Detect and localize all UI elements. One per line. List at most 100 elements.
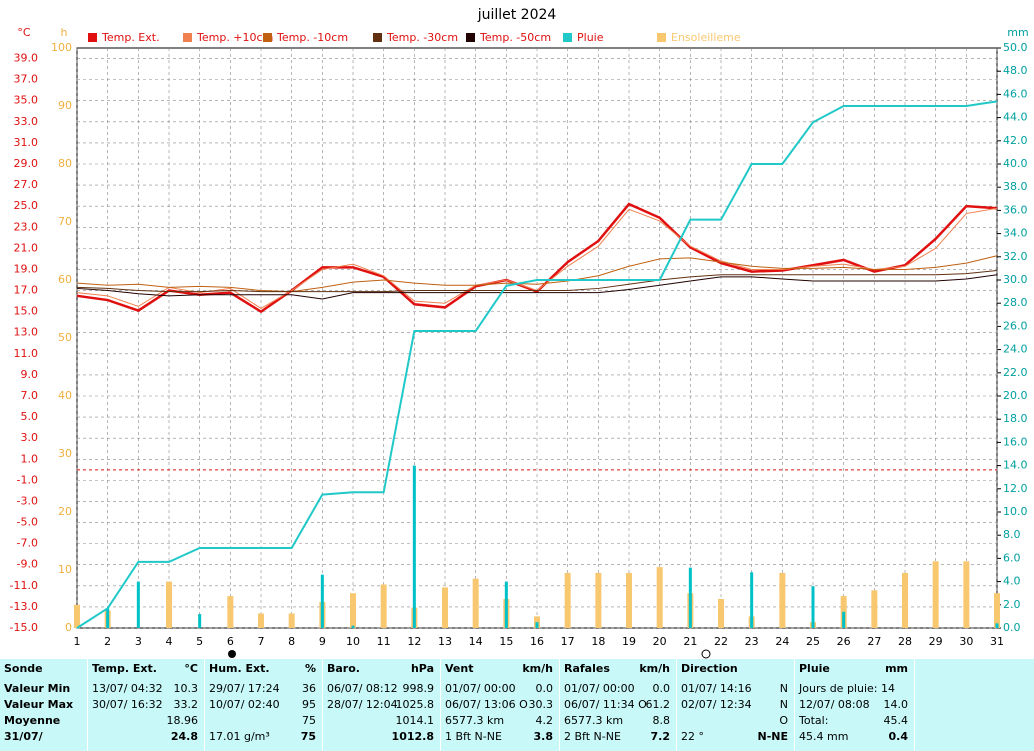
x-tick-label: 17 xyxy=(561,635,575,648)
sunshine-bar xyxy=(963,561,970,628)
table-cell: Valeur Min xyxy=(4,681,81,697)
cell-value: 1025.8 xyxy=(395,698,435,711)
table-header: Direction xyxy=(681,661,788,677)
y2-tick-label: 20.0 xyxy=(1003,389,1028,402)
rain-bar xyxy=(351,625,355,628)
cell-text: 10/07/ 02:40 xyxy=(209,698,280,711)
table-header: Rafales km/h xyxy=(564,661,670,677)
x-tick-label: 30 xyxy=(959,635,973,648)
sunshine-bar xyxy=(472,578,479,628)
y-tick-label: -15.0 xyxy=(10,621,38,634)
yh-unit: h xyxy=(61,26,68,39)
table-cell: 13/07/ 04:32 10.3 xyxy=(92,681,198,697)
x-tick-label: 15 xyxy=(499,635,513,648)
y-tick-label: 11.0 xyxy=(14,347,39,360)
y-tick-label: 39.0 xyxy=(14,52,39,65)
sunshine-bar xyxy=(902,572,908,628)
table-cell: O xyxy=(681,713,788,729)
y2-tick-label: 44.0 xyxy=(1003,111,1028,124)
sunshine-bar xyxy=(350,593,356,628)
cell-text: Jours de pluie: 14 xyxy=(799,682,895,695)
x-tick-label: 26 xyxy=(837,635,851,648)
cell-text: 29/07/ 17:24 xyxy=(209,682,280,695)
sunshine-bar xyxy=(994,593,1000,628)
table-column: Vent km/h 01/07/ 00:00 0.0 06/07/ 13:06 O 30.… xyxy=(441,659,560,751)
yh-tick-label: 40 xyxy=(58,389,72,402)
cell-value: 1014.1 xyxy=(395,714,435,727)
cell-text: 2 Bft N-NE xyxy=(564,730,621,743)
cell-value: 33.2 xyxy=(173,698,199,711)
y2-tick-label: 42.0 xyxy=(1003,134,1028,147)
legend-label: Ensoleilleme xyxy=(671,31,741,44)
summary-table: Sonde Valeur Min Valeur Max Moyenne 31/07/Te… xyxy=(0,659,1034,751)
rain-bar xyxy=(995,623,999,628)
cell-text: 06/07/ 11:34 O xyxy=(564,698,647,711)
yh-tick-label: 70 xyxy=(58,215,72,228)
x-tick-label: 21 xyxy=(683,635,697,648)
x-tick-label: 13 xyxy=(438,635,452,648)
cell-text: Total: xyxy=(799,714,829,727)
column-title: Baro. xyxy=(327,662,360,675)
sunshine-bar xyxy=(779,572,786,628)
y-tick-label: 15.0 xyxy=(14,305,39,318)
x-tick-label: 4 xyxy=(166,635,173,648)
y2-tick-label: 4.0 xyxy=(1003,575,1021,588)
yh-tick-label: 0 xyxy=(65,621,72,634)
row-label: Moyenne xyxy=(4,714,61,727)
table-cell: 22 ° N-NE xyxy=(681,729,788,745)
y2-tick-label: 34.0 xyxy=(1003,227,1028,240)
table-header: Baro. hPa xyxy=(327,661,434,677)
y2-tick-label: 30.0 xyxy=(1003,273,1028,286)
y2-tick-label: 38.0 xyxy=(1003,180,1028,193)
y-tick-label: -7.0 xyxy=(17,537,38,550)
y2-tick-label: 24.0 xyxy=(1003,343,1028,356)
table-cell: 6577.3 km 8.8 xyxy=(564,713,670,729)
y-tick-label: 37.0 xyxy=(14,73,39,86)
legend-swatch xyxy=(263,33,272,42)
y-tick-label: -11.0 xyxy=(10,579,38,592)
table-cell: 24.8 xyxy=(92,729,198,745)
x-tick-label: 12 xyxy=(407,635,421,648)
y-tick-label: 31.0 xyxy=(14,136,39,149)
new-moon-icon xyxy=(701,649,711,659)
table-header: Vent km/h xyxy=(445,661,553,677)
cell-value: 45.4 xyxy=(883,714,909,727)
x-tick-label: 8 xyxy=(288,635,295,648)
sunshine-bar xyxy=(656,567,663,628)
x-tick-label: 11 xyxy=(377,635,391,648)
x-tick-label: 25 xyxy=(806,635,820,648)
y2-tick-label: 46.0 xyxy=(1003,87,1028,100)
rain-bar xyxy=(198,614,202,628)
x-tick-label: 3 xyxy=(135,635,142,648)
table-cell: 18.96 xyxy=(92,713,199,729)
sunshine-bar xyxy=(626,572,632,628)
y-tick-label: 7.0 xyxy=(21,389,39,402)
x-tick-label: 27 xyxy=(867,635,881,648)
table-cell: 1012.8 xyxy=(327,729,434,745)
table-header: Hum. Ext.% xyxy=(209,661,316,677)
cell-value: 4.2 xyxy=(535,714,554,727)
x-tick-label: 10 xyxy=(346,635,360,648)
y2-tick-label: 12.0 xyxy=(1003,482,1028,495)
x-tick-label: 28 xyxy=(898,635,912,648)
chart-title: juillet 2024 xyxy=(477,7,557,23)
column-title: Sonde xyxy=(4,662,43,675)
cell-value: 8.8 xyxy=(652,714,671,727)
sunshine-bar xyxy=(166,581,172,628)
column-title: Pluie xyxy=(799,662,830,675)
table-header: Sonde xyxy=(4,661,81,677)
cell-value: 0.0 xyxy=(535,682,554,695)
table-cell: 6577.3 km 4.2 xyxy=(445,713,553,729)
cell-value: 998.9 xyxy=(402,682,435,695)
cell-value: 0.0 xyxy=(652,682,671,695)
sunshine-bar xyxy=(595,572,602,628)
yh-tick-label: 60 xyxy=(58,273,72,286)
y-tick-label: 27.0 xyxy=(14,178,39,191)
table-column: Pluie mm Jours de pluie: 14 12/07/ 08:08 14.… xyxy=(795,659,915,751)
y2-tick-label: 22.0 xyxy=(1003,366,1028,379)
x-tick-label: 16 xyxy=(530,635,544,648)
cell-value: 61.2 xyxy=(645,698,671,711)
y2-tick-label: 0.0 xyxy=(1003,621,1021,634)
table-header: Temp. Ext. °C xyxy=(92,661,198,677)
cell-text: 28/07/ 12:04 xyxy=(327,698,398,711)
